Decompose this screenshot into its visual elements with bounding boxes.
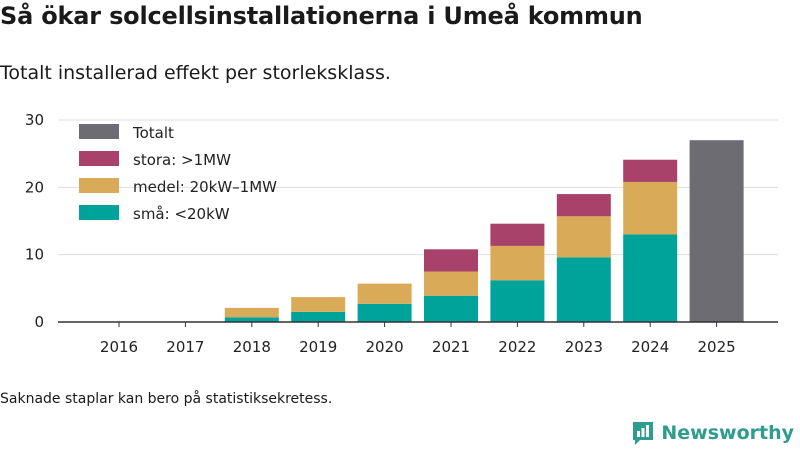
stacked-bar-chart: 0 10 20 30 2016 2017 2018 2019 2020 2021 2022 2023 2… [25,111,778,356]
bar-medel-2018[interactable] [224,307,279,318]
legend-swatch-medel [79,178,119,193]
bar-medel-2019[interactable] [291,297,346,312]
x-tick-label-2019: 2019 [299,338,337,356]
bar-medel-2023[interactable] [556,216,611,258]
bar-medel-2021[interactable] [424,271,478,296]
bar-stora-2021[interactable] [424,249,478,272]
legend-label-medel: medel: 20kW–1MW [133,178,277,196]
bar-stora-2022[interactable] [490,223,545,246]
x-tick-label-2024: 2024 [631,338,669,356]
bar-sma-2023[interactable] [556,257,611,322]
brand-name: Newsworthy [661,422,794,444]
footnote: Saknade staplar kan bero på statistiksek… [0,391,333,407]
chart-title: Så ökar solcellsinstallationerna i Umeå … [0,2,643,30]
x-tick-label-2016: 2016 [100,338,138,356]
y-tick-label-20: 20 [25,178,44,196]
y-tick-label-30: 30 [25,111,44,129]
y-tick-label-10: 10 [25,246,44,264]
chart-subtitle: Totalt installerad effekt per storlekskl… [0,62,391,84]
bar-sma-2022[interactable] [490,280,545,322]
legend-swatch-stora [79,151,119,166]
bar-sma-2019[interactable] [291,311,346,322]
newsworthy-logo-icon [633,422,654,445]
bar-medel-2022[interactable] [490,245,545,281]
legend-swatch-totalt [79,124,119,139]
bar-stora-2023[interactable] [556,194,611,217]
legend-label-stora: stora: >1MW [133,151,231,169]
legend-label-totalt: Totalt [132,124,174,142]
x-tick-label-2025: 2025 [698,338,736,356]
x-tick-label-2020: 2020 [366,338,404,356]
bar-medel-2024[interactable] [623,181,678,235]
x-tick-label-2018: 2018 [233,338,271,356]
legend-label-sma: små: <20kW [133,205,230,223]
x-tick-label-2021: 2021 [432,338,470,356]
bar-medel-2020[interactable] [357,283,412,304]
y-tick-label-0: 0 [34,313,44,331]
bar-stora-2024[interactable] [623,159,678,182]
x-tick-label-2017: 2017 [166,338,204,356]
bar-sma-2021[interactable] [424,295,478,322]
bar-sma-2018[interactable] [224,317,279,322]
legend-swatch-sma [79,205,119,220]
bar-sma-2020[interactable] [357,303,412,322]
x-tick-label-2022: 2022 [498,338,536,356]
x-tick-label-2023: 2023 [565,338,603,356]
bar-sma-2024[interactable] [623,234,678,322]
brand-logo[interactable]: Newsworthy [631,420,794,446]
bar-totalt-2025[interactable] [689,140,744,322]
